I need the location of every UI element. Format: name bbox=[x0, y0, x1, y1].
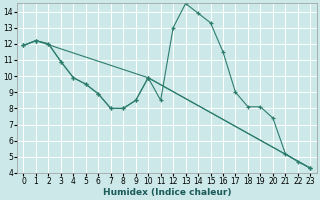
X-axis label: Humidex (Indice chaleur): Humidex (Indice chaleur) bbox=[103, 188, 231, 197]
